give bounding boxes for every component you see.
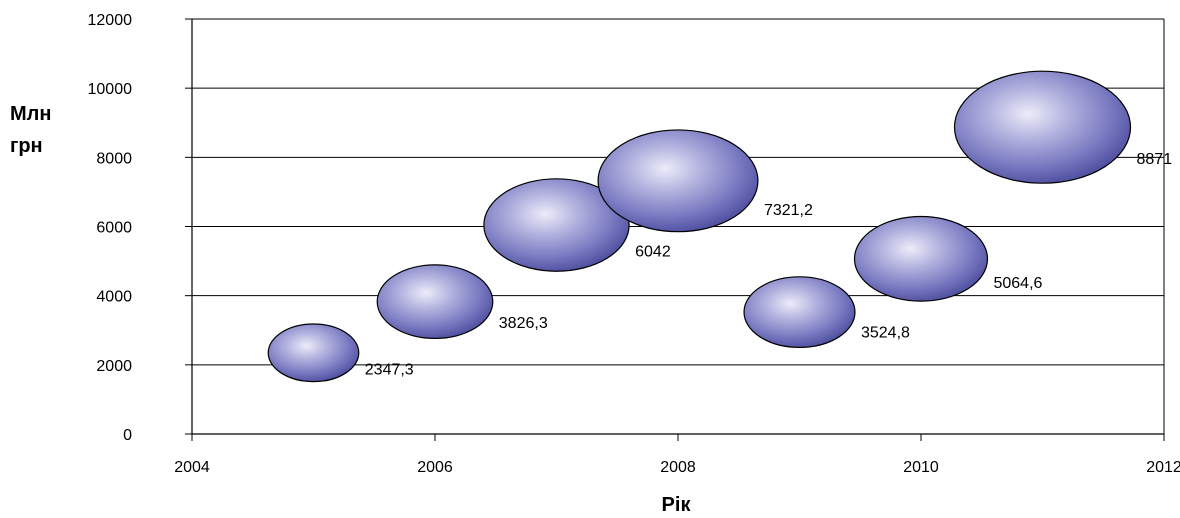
- data-label-3: 7321,2: [764, 202, 813, 219]
- y-tick-label-6: 12000: [88, 12, 133, 29]
- bubble-0: [267, 323, 360, 383]
- y-tick-label-1: 2000: [96, 358, 132, 375]
- x-tick-label-2: 2008: [660, 459, 696, 476]
- y-tick-label-5: 10000: [88, 81, 133, 98]
- x-tick-label-1: 2006: [417, 459, 453, 476]
- bubble-3: [597, 129, 759, 233]
- data-labels: 2347,3 3826,3 6042 7321,2 3524,8 5064,6 8871: [365, 151, 1172, 379]
- y-axis-tick-labels: 0 2000 4000 6000 8000 10000 12000: [88, 12, 192, 444]
- y-tick-label-3: 6000: [96, 220, 132, 237]
- y-axis-title-line-2: грн: [10, 135, 43, 157]
- data-label-5: 5064,6: [993, 275, 1042, 292]
- x-axis-tick-labels: 2004 2006 2008 2010 2012: [174, 434, 1180, 476]
- x-axis-title: Рік: [662, 494, 692, 516]
- y-tick-label-0: 0: [123, 427, 132, 444]
- data-label-1: 3826,3: [499, 315, 548, 332]
- x-tick-label-3: 2010: [903, 459, 939, 476]
- bubbles: [267, 70, 1132, 383]
- data-label-2: 6042: [635, 243, 671, 260]
- bubble-5: [853, 215, 989, 302]
- x-tick-label-4: 2012: [1146, 459, 1180, 476]
- y-tick-label-2: 4000: [96, 289, 132, 306]
- y-tick-label-4: 8000: [96, 150, 132, 167]
- bubble-4: [743, 276, 856, 349]
- bubble-2: [483, 178, 630, 272]
- data-label-6: 8871: [1137, 151, 1173, 168]
- bubble-1: [376, 264, 494, 340]
- x-tick-label-0: 2004: [174, 459, 210, 476]
- data-label-0: 2347,3: [365, 362, 414, 379]
- y-axis-title-line-1: Млн: [10, 103, 51, 125]
- data-label-4: 3524,8: [861, 325, 910, 342]
- bubble-6: [953, 70, 1132, 184]
